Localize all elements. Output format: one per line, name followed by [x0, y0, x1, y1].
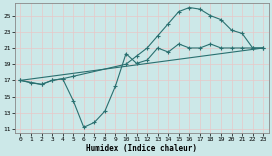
X-axis label: Humidex (Indice chaleur): Humidex (Indice chaleur): [86, 144, 197, 153]
